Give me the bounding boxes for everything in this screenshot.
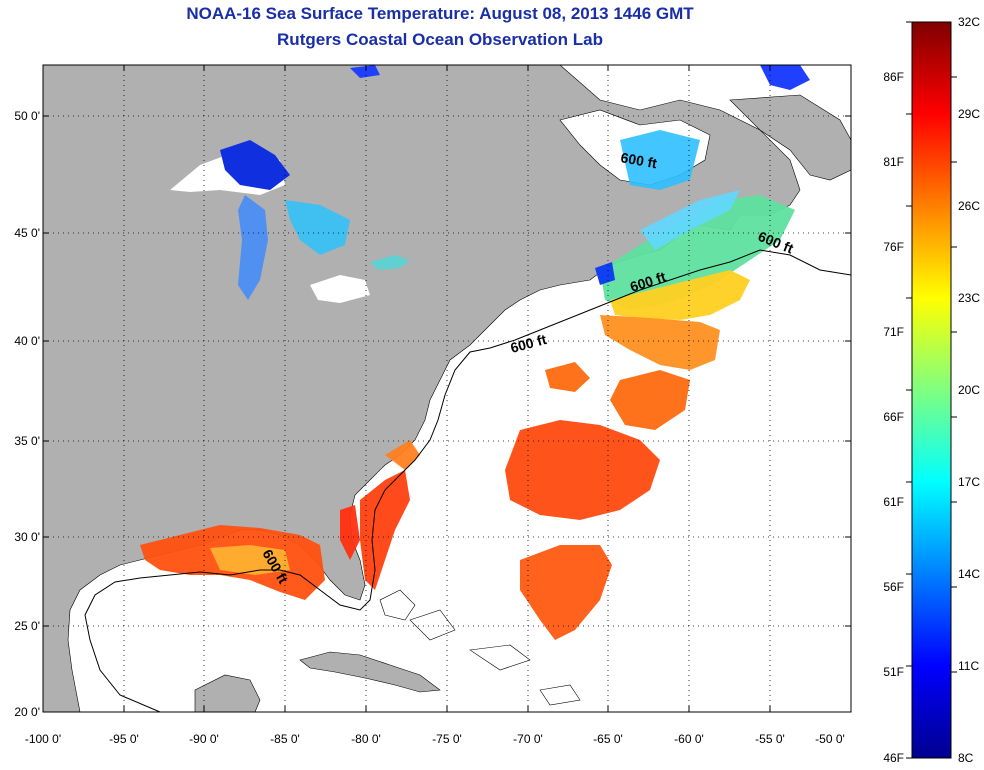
- colorbar-fahrenheit-label: 46F: [883, 751, 904, 765]
- lon-label: -90 0': [189, 732, 219, 746]
- axis-ticks: [43, 65, 851, 712]
- lon-label: -95 0': [109, 732, 139, 746]
- lon-label: -70 0': [513, 732, 543, 746]
- map-subtitle: Rutgers Coastal Ocean Observation Lab: [277, 30, 603, 49]
- colorbar-celsius-label: 26C: [958, 199, 980, 213]
- colorbar-gradient: [911, 21, 952, 759]
- colorbar-celsius-label: 8C: [958, 751, 974, 765]
- colorbar-celsius-label: 23C: [958, 291, 980, 305]
- lon-label: -60 0': [674, 732, 704, 746]
- colorbar: 32C 29C 26C 23C 20C 17C 14C 11C 8C 86F 8…: [883, 15, 980, 765]
- great-lakes: [170, 140, 410, 303]
- lon-label: -80 0': [351, 732, 381, 746]
- colorbar-celsius-label: 32C: [958, 15, 980, 29]
- lon-label: -65 0': [593, 732, 623, 746]
- colorbar-fahrenheit-label: 86F: [883, 70, 904, 84]
- colorbar-fahrenheit-label: 66F: [883, 410, 904, 424]
- map-title: NOAA-16 Sea Surface Temperature: August …: [186, 4, 694, 23]
- latitude-labels: 50 0' 45 0' 40 0' 35 0' 30 0' 25 0' 20 0…: [14, 109, 40, 719]
- colorbar-fahrenheit-label: 51F: [883, 665, 904, 679]
- lat-label: 35 0': [14, 434, 40, 448]
- colorbar-fahrenheit-label: 71F: [883, 325, 904, 339]
- lon-label: -85 0': [270, 732, 300, 746]
- colorbar-celsius-label: 17C: [958, 475, 980, 489]
- lat-label: 25 0': [14, 619, 40, 633]
- lat-label: 20 0': [14, 705, 40, 719]
- colorbar-celsius-label: 14C: [958, 567, 980, 581]
- map-area: 600 ft 600 ft 600 ft 600 ft 600 ft: [43, 65, 851, 712]
- longitude-labels: -100 0' -95 0' -90 0' -85 0' -80 0' -75 …: [25, 732, 845, 746]
- colorbar-celsius-label: 29C: [958, 107, 980, 121]
- lat-label: 50 0': [14, 109, 40, 123]
- lat-label: 30 0': [14, 530, 40, 544]
- bahamas-islands: [379, 589, 581, 706]
- lon-label: -100 0': [25, 732, 61, 746]
- colorbar-fahrenheit-label: 76F: [883, 240, 904, 254]
- contour-label-stlawrence: 600 ft: [619, 149, 658, 171]
- landmass-newfoundland: [729, 94, 851, 181]
- colorbar-celsius-label: 20C: [958, 383, 980, 397]
- colorbar-fahrenheit-label: 81F: [883, 155, 904, 169]
- colorbar-celsius-label: 11C: [958, 659, 979, 673]
- lat-label: 45 0': [14, 226, 40, 240]
- isobath-600ft: [84, 249, 851, 712]
- landmass-cuba: [299, 651, 441, 693]
- colorbar-fahrenheit-label: 61F: [883, 495, 904, 509]
- lon-label: -55 0': [755, 732, 785, 746]
- lon-label: -75 0': [432, 732, 462, 746]
- landmass-yucatan: [194, 674, 261, 712]
- lat-label: 40 0': [14, 334, 40, 348]
- sst-data-overlay: [140, 65, 810, 640]
- colorbar-fahrenheit-label: 56F: [883, 580, 904, 594]
- lon-label: -50 0': [815, 732, 845, 746]
